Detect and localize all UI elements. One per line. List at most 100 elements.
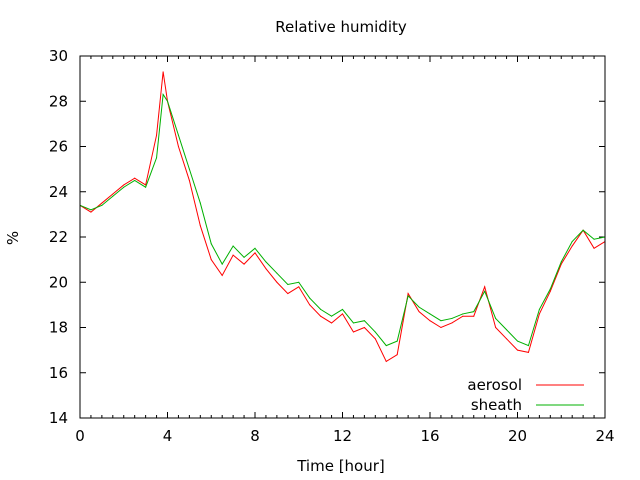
data-point bbox=[101, 202, 103, 204]
data-point bbox=[243, 263, 245, 265]
data-point bbox=[287, 284, 289, 286]
x-tick-label: 16 bbox=[420, 427, 439, 445]
data-point bbox=[232, 254, 234, 256]
data-point bbox=[484, 286, 486, 288]
data-point bbox=[385, 345, 387, 347]
x-tick-label: 24 bbox=[595, 427, 614, 445]
data-point bbox=[232, 245, 234, 247]
data-point bbox=[571, 241, 573, 243]
y-tick-label: 14 bbox=[49, 409, 68, 427]
data-point bbox=[320, 315, 322, 317]
data-point bbox=[177, 134, 179, 136]
data-point bbox=[298, 281, 300, 283]
data-point bbox=[134, 177, 136, 179]
data-point bbox=[265, 261, 267, 263]
data-point bbox=[342, 308, 343, 310]
data-point bbox=[429, 320, 431, 322]
data-point bbox=[549, 288, 551, 290]
data-point bbox=[418, 311, 420, 313]
data-point bbox=[560, 263, 562, 265]
data-point bbox=[298, 286, 300, 288]
data-point bbox=[538, 308, 540, 310]
data-point bbox=[538, 313, 540, 315]
x-tick-label: 0 bbox=[75, 427, 85, 445]
data-point bbox=[593, 247, 595, 249]
data-point bbox=[407, 293, 409, 295]
data-point bbox=[385, 360, 387, 362]
legend-label-sheath: sheath bbox=[471, 396, 522, 414]
data-point bbox=[254, 247, 256, 249]
data-point bbox=[156, 134, 158, 136]
data-point bbox=[112, 193, 114, 195]
data-point bbox=[162, 93, 164, 95]
data-point bbox=[462, 315, 464, 317]
x-axis-label: Time [hour] bbox=[296, 457, 385, 475]
data-point bbox=[112, 195, 114, 197]
data-point bbox=[287, 293, 289, 295]
series-sheath bbox=[79, 92, 606, 347]
data-point bbox=[276, 281, 278, 283]
data-point bbox=[167, 100, 168, 102]
data-point bbox=[506, 329, 508, 331]
data-point bbox=[309, 304, 311, 306]
data-point bbox=[473, 315, 475, 317]
data-point bbox=[374, 338, 376, 340]
data-point bbox=[276, 272, 278, 274]
data-point bbox=[440, 320, 442, 322]
data-point bbox=[407, 295, 409, 297]
data-point bbox=[145, 186, 147, 188]
data-point bbox=[396, 340, 398, 342]
data-point bbox=[451, 322, 453, 324]
series-line-sheath bbox=[79, 92, 606, 347]
data-point bbox=[156, 157, 158, 159]
data-point bbox=[473, 311, 475, 313]
y-tick-label: 16 bbox=[49, 364, 68, 382]
data-point bbox=[429, 313, 431, 315]
data-point bbox=[221, 263, 223, 265]
y-tick-label: 26 bbox=[49, 138, 68, 156]
data-point bbox=[123, 184, 125, 186]
data-point bbox=[527, 351, 529, 353]
plot-frame bbox=[79, 55, 606, 419]
data-point bbox=[331, 315, 333, 317]
data-point bbox=[451, 317, 453, 319]
y-tick-label: 22 bbox=[49, 228, 68, 246]
y-tick-label: 20 bbox=[49, 273, 68, 291]
data-point bbox=[363, 327, 365, 328]
data-point bbox=[571, 245, 573, 247]
data-point bbox=[527, 345, 529, 347]
data-point bbox=[199, 225, 201, 227]
x-tick-label: 20 bbox=[508, 427, 527, 445]
x-tick-label: 4 bbox=[163, 427, 173, 445]
data-point bbox=[374, 331, 376, 333]
axis-ticks: 0 4 8 12 16 20 24 14 16 18 20 22 24 26 28 30 bbox=[49, 47, 615, 445]
data-point bbox=[90, 209, 92, 211]
data-point bbox=[462, 313, 464, 315]
legend: aerosol sheath bbox=[467, 376, 584, 414]
data-point bbox=[320, 308, 322, 310]
data-point bbox=[123, 186, 125, 188]
y-tick-label: 28 bbox=[49, 92, 68, 110]
data-point bbox=[309, 297, 311, 299]
data-point bbox=[243, 256, 245, 258]
data-point bbox=[221, 274, 223, 276]
data-point bbox=[352, 322, 354, 324]
data-point bbox=[188, 179, 190, 181]
data-point bbox=[396, 354, 398, 356]
data-point bbox=[440, 327, 442, 328]
y-axis-label: % bbox=[4, 231, 22, 245]
data-point bbox=[177, 146, 179, 147]
legend-label-aerosol: aerosol bbox=[467, 376, 522, 394]
chart-title: Relative humidity bbox=[275, 18, 407, 36]
data-point bbox=[593, 238, 595, 240]
data-point bbox=[210, 259, 212, 261]
series-line-aerosol bbox=[79, 71, 606, 363]
data-point bbox=[363, 320, 365, 322]
data-point bbox=[549, 290, 551, 292]
y-tick-label: 18 bbox=[49, 319, 68, 337]
data-point bbox=[331, 322, 333, 324]
data-point bbox=[210, 243, 212, 245]
data-point bbox=[188, 168, 190, 170]
y-tick-label: 24 bbox=[49, 183, 68, 201]
